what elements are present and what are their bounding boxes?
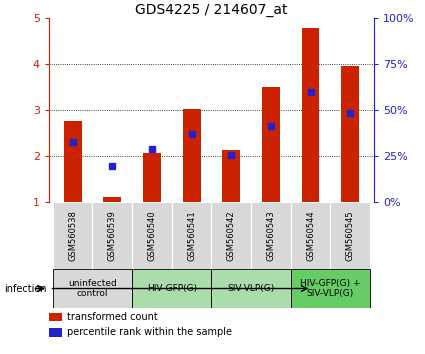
Bar [302,28,320,202]
Bar [49,313,62,321]
Bar [53,269,132,308]
Text: GSM560542: GSM560542 [227,210,236,261]
Bar [291,202,330,269]
Text: HIV-GFP(G) +
SIV-VLP(G): HIV-GFP(G) + SIV-VLP(G) [300,279,361,298]
Bar [53,202,93,269]
Text: GSM560541: GSM560541 [187,210,196,261]
Text: uninfected
control: uninfected control [68,279,117,298]
Text: infection: infection [4,284,47,293]
Text: transformed count: transformed count [67,312,158,322]
Text: GSM560539: GSM560539 [108,210,117,261]
Text: GSM560545: GSM560545 [346,210,355,261]
Title: GDS4225 / 214607_at: GDS4225 / 214607_at [135,3,288,17]
Bar [103,197,121,202]
Bar [132,202,172,269]
Text: GSM560543: GSM560543 [266,210,275,261]
Bar [341,66,359,202]
Text: SIV-VLP(G): SIV-VLP(G) [227,284,275,293]
Bar [143,154,161,202]
Text: GSM560540: GSM560540 [147,210,156,261]
Bar [172,202,212,269]
Bar [222,150,240,202]
Bar [330,202,370,269]
Bar [262,87,280,202]
Bar [291,269,370,308]
Text: percentile rank within the sample: percentile rank within the sample [67,327,232,337]
Text: HIV-GFP(G): HIV-GFP(G) [147,284,197,293]
Bar [49,328,62,337]
Text: GSM560538: GSM560538 [68,210,77,261]
Bar [93,202,132,269]
Bar [251,202,291,269]
Bar [132,269,212,308]
Bar [183,109,201,202]
Bar [64,121,82,202]
Bar [212,202,251,269]
Text: GSM560544: GSM560544 [306,210,315,261]
Bar [212,269,291,308]
